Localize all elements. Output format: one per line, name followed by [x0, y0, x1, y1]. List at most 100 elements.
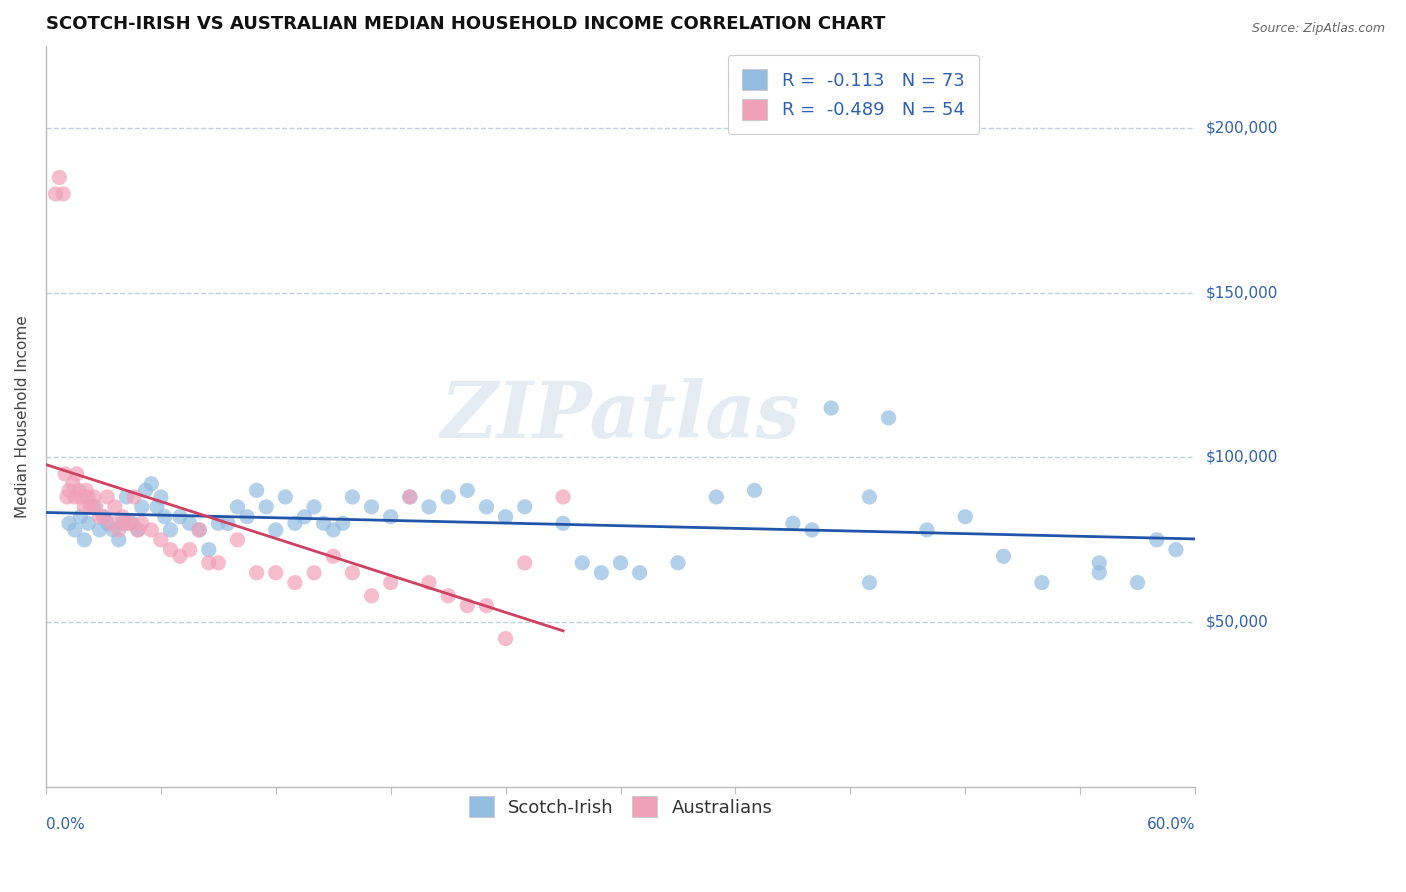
Point: [111, 516, 134, 531]
Point: [236, 509, 259, 524]
Point: [274, 490, 297, 504]
Point: [495, 632, 517, 646]
Point: [58, 516, 80, 531]
Point: [955, 509, 977, 524]
Point: [322, 523, 344, 537]
Point: [475, 599, 498, 613]
Point: [122, 490, 145, 504]
Point: [475, 500, 498, 514]
Point: [107, 523, 129, 537]
Point: [1164, 542, 1187, 557]
Point: [704, 490, 727, 504]
Point: [96, 490, 118, 504]
Point: [1126, 575, 1149, 590]
Legend: Scotch-Irish, Australians: Scotch-Irish, Australians: [460, 787, 782, 826]
Point: [217, 516, 239, 531]
Point: [628, 566, 651, 580]
Text: Source: ZipAtlas.com: Source: ZipAtlas.com: [1251, 22, 1385, 36]
Point: [96, 516, 118, 531]
Point: [179, 542, 201, 557]
Point: [360, 500, 382, 514]
Point: [591, 566, 613, 580]
Point: [398, 490, 420, 504]
Point: [115, 490, 138, 504]
Point: [858, 575, 880, 590]
Point: [79, 500, 101, 514]
Point: [52, 186, 75, 201]
Text: 60.0%: 60.0%: [1146, 817, 1195, 832]
Point: [77, 490, 100, 504]
Point: [135, 483, 157, 498]
Point: [551, 490, 574, 504]
Point: [120, 516, 142, 531]
Point: [53, 467, 76, 481]
Point: [264, 566, 287, 580]
Point: [63, 523, 86, 537]
Point: [246, 566, 269, 580]
Point: [169, 509, 191, 524]
Point: [159, 542, 181, 557]
Point: [495, 509, 517, 524]
Point: [131, 516, 153, 531]
Point: [56, 490, 79, 504]
Point: [58, 483, 80, 498]
Point: [127, 523, 149, 537]
Point: [69, 490, 91, 504]
Point: [149, 533, 172, 547]
Point: [127, 523, 149, 537]
Point: [915, 523, 938, 537]
Point: [89, 509, 111, 524]
Point: [1146, 533, 1168, 547]
Point: [84, 500, 107, 514]
Point: [159, 523, 181, 537]
Point: [77, 516, 100, 531]
Point: [312, 516, 335, 531]
Point: [246, 483, 269, 498]
Point: [149, 490, 172, 504]
Point: [83, 500, 105, 514]
Point: [69, 509, 91, 524]
Point: [993, 549, 1015, 564]
Point: [437, 589, 460, 603]
Point: [197, 542, 219, 557]
Point: [380, 509, 402, 524]
Text: $200,000: $200,000: [1206, 120, 1278, 136]
Point: [73, 533, 96, 547]
Point: [63, 490, 86, 504]
Point: [73, 500, 96, 514]
Point: [83, 490, 105, 504]
Point: [101, 523, 124, 537]
Point: [48, 170, 70, 185]
Point: [418, 500, 440, 514]
Point: [179, 516, 201, 531]
Point: [551, 516, 574, 531]
Point: [332, 516, 354, 531]
Point: [111, 509, 134, 524]
Point: [188, 523, 211, 537]
Point: [264, 523, 287, 537]
Point: [100, 516, 122, 531]
Point: [93, 509, 115, 524]
Point: [877, 411, 900, 425]
Point: [146, 500, 169, 514]
Point: [801, 523, 824, 537]
Point: [207, 516, 229, 531]
Text: $50,000: $50,000: [1206, 615, 1268, 630]
Point: [284, 575, 307, 590]
Point: [141, 476, 163, 491]
Text: $150,000: $150,000: [1206, 285, 1278, 301]
Point: [782, 516, 804, 531]
Point: [131, 500, 153, 514]
Point: [284, 516, 307, 531]
Point: [188, 523, 211, 537]
Point: [45, 186, 67, 201]
Point: [380, 575, 402, 590]
Point: [1088, 556, 1111, 570]
Point: [342, 490, 364, 504]
Point: [1088, 566, 1111, 580]
Point: [360, 589, 382, 603]
Text: $100,000: $100,000: [1206, 450, 1278, 465]
Point: [437, 490, 460, 504]
Point: [67, 483, 90, 498]
Point: [89, 523, 111, 537]
